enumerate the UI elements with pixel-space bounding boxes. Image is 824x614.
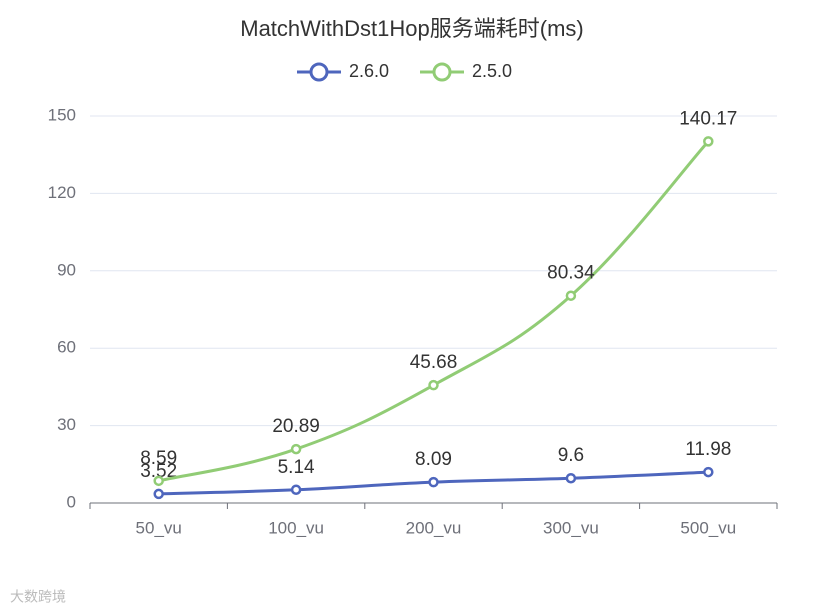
data-label: 11.98 bbox=[685, 439, 731, 460]
data-label: 5.14 bbox=[278, 457, 315, 478]
y-tick-label: 30 bbox=[57, 415, 76, 434]
data-point bbox=[290, 443, 302, 455]
data-point bbox=[565, 472, 577, 484]
data-label: 8.59 bbox=[140, 448, 177, 469]
data-label: 9.6 bbox=[558, 445, 584, 466]
data-point bbox=[290, 484, 302, 495]
x-tick-label: 50_vu bbox=[136, 518, 182, 537]
data-label: 140.17 bbox=[679, 108, 737, 129]
y-tick-label: 150 bbox=[48, 105, 76, 124]
data-label: 20.89 bbox=[272, 416, 320, 437]
y-tick-label: 90 bbox=[57, 260, 76, 279]
x-tick-label: 500_vu bbox=[680, 518, 736, 537]
data-label: 80.34 bbox=[547, 263, 595, 284]
x-tick-label: 300_vu bbox=[543, 518, 599, 537]
data-point bbox=[153, 475, 164, 487]
watermark: 大数跨境 bbox=[10, 589, 66, 605]
legend-label: 2.6.0 bbox=[349, 61, 389, 81]
legend-label: 2.5.0 bbox=[472, 61, 512, 81]
x-tick-label: 100_vu bbox=[268, 518, 324, 537]
data-label: 3.52 bbox=[140, 461, 177, 482]
data-point bbox=[703, 466, 714, 478]
legend-marker bbox=[309, 62, 329, 82]
legend-marker bbox=[432, 62, 452, 82]
y-tick-label: 60 bbox=[57, 338, 76, 357]
data-point bbox=[565, 290, 577, 301]
series-line bbox=[158, 140, 710, 483]
chart-title: MatchWithDst1Hop服务端耗时(ms) bbox=[240, 16, 583, 41]
y-tick-label: 0 bbox=[67, 492, 76, 511]
data-point bbox=[428, 379, 439, 391]
data-point bbox=[153, 488, 164, 500]
y-tick-label: 120 bbox=[48, 183, 76, 202]
data-label: 8.09 bbox=[415, 449, 452, 470]
data-point bbox=[428, 476, 439, 488]
data-point bbox=[703, 136, 714, 147]
data-label: 45.68 bbox=[410, 352, 458, 373]
x-tick-label: 200_vu bbox=[406, 518, 462, 537]
